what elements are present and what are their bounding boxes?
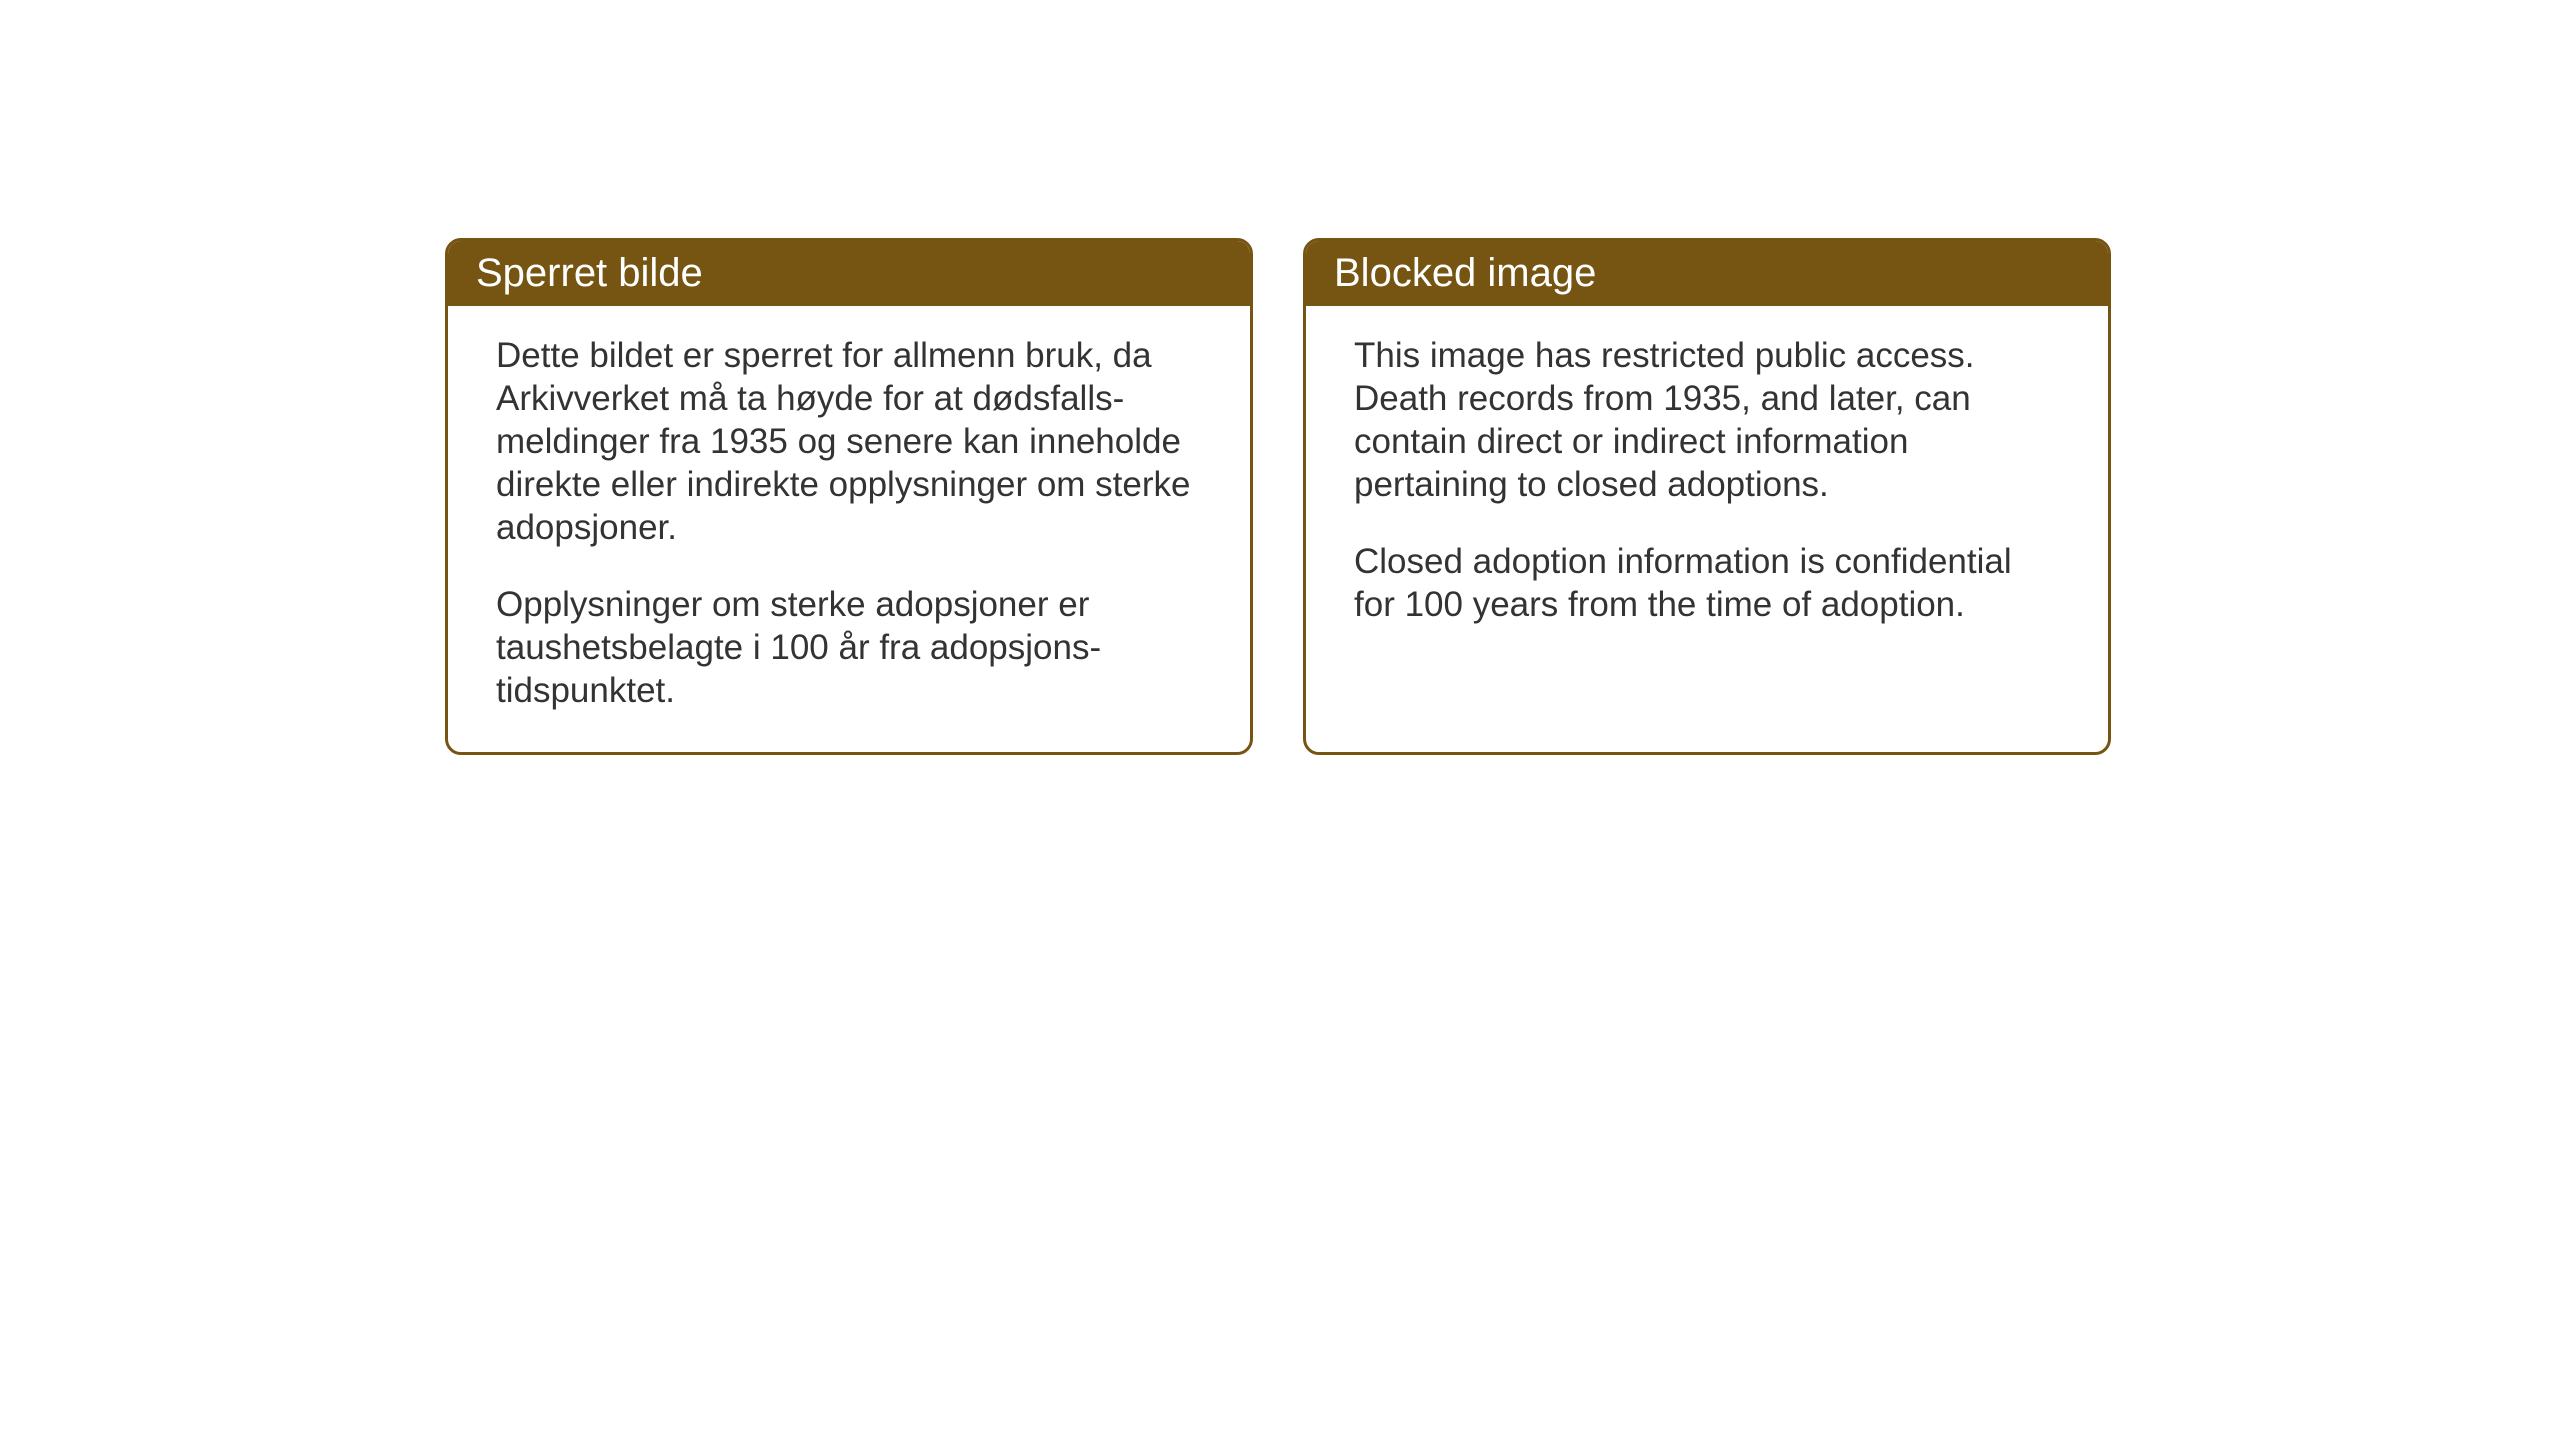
card-title-norwegian: Sperret bilde	[476, 251, 703, 295]
card-body-english: This image has restricted public access.…	[1306, 306, 2108, 746]
notice-card-english: Blocked image This image has restricted …	[1303, 238, 2111, 755]
cards-container: Sperret bilde Dette bildet er sperret fo…	[445, 238, 2111, 755]
card-paragraph-1-english: This image has restricted public access.…	[1354, 334, 2060, 506]
card-header-norwegian: Sperret bilde	[448, 241, 1250, 306]
card-paragraph-2-norwegian: Opplysninger om sterke adopsjoner er tau…	[496, 583, 1202, 712]
card-title-english: Blocked image	[1334, 251, 1596, 295]
notice-card-norwegian: Sperret bilde Dette bildet er sperret fo…	[445, 238, 1253, 755]
card-body-norwegian: Dette bildet er sperret for allmenn bruk…	[448, 306, 1250, 752]
card-paragraph-1-norwegian: Dette bildet er sperret for allmenn bruk…	[496, 334, 1202, 549]
card-paragraph-2-english: Closed adoption information is confident…	[1354, 540, 2060, 626]
card-header-english: Blocked image	[1306, 241, 2108, 306]
